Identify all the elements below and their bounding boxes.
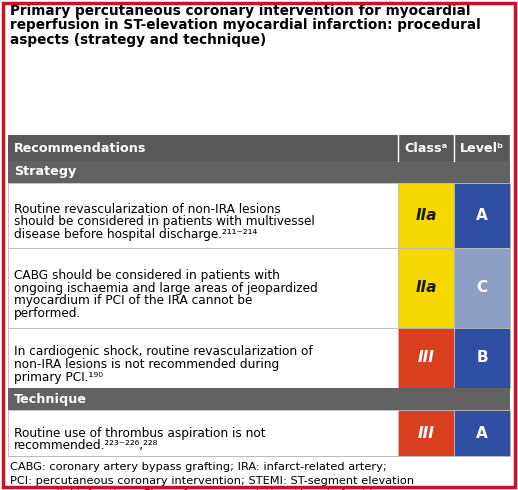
Text: Classᵃ: Classᵃ <box>405 142 448 154</box>
Bar <box>454 248 510 328</box>
Text: Technique: Technique <box>14 392 87 406</box>
Bar <box>398 328 454 388</box>
Text: C: C <box>477 280 487 295</box>
Bar <box>454 183 510 248</box>
Text: PCI: percutaneous coronary intervention; STEMI: ST-segment elevation: PCI: percutaneous coronary intervention;… <box>10 475 414 486</box>
Text: aspects (strategy and technique): aspects (strategy and technique) <box>10 33 266 47</box>
Text: A: A <box>476 425 488 441</box>
Bar <box>454 410 510 456</box>
Text: disease before hospital discharge.²¹¹⁻²¹⁴: disease before hospital discharge.²¹¹⁻²¹… <box>14 228 257 241</box>
Text: In cardiogenic shock, routine revascularization of: In cardiogenic shock, routine revascular… <box>14 345 313 359</box>
Bar <box>8 248 510 328</box>
Text: Recommendations: Recommendations <box>14 142 147 154</box>
Bar <box>8 328 510 388</box>
Text: B: B <box>476 350 488 366</box>
Text: CABG should be considered in patients with: CABG should be considered in patients wi… <box>14 269 280 282</box>
Text: Primary percutaneous coronary intervention for myocardial: Primary percutaneous coronary interventi… <box>10 4 470 18</box>
Text: Strategy: Strategy <box>14 166 76 178</box>
Bar <box>8 161 510 183</box>
Text: IIa: IIa <box>415 280 437 295</box>
Bar <box>8 183 510 248</box>
Text: III: III <box>418 425 435 441</box>
Text: performed.: performed. <box>14 307 81 320</box>
Bar <box>398 183 454 248</box>
Bar <box>398 410 454 456</box>
Bar <box>8 388 510 410</box>
Text: myocardial infarction. ᵃClass of recommendation. ᵇLevel of evidence.: myocardial infarction. ᵃClass of recomme… <box>10 489 404 490</box>
Bar <box>398 248 454 328</box>
Text: A: A <box>476 208 488 223</box>
Text: ongoing ischaemia and large areas of jeopardized: ongoing ischaemia and large areas of jeo… <box>14 282 318 295</box>
Text: non-IRA lesions is not recommended during: non-IRA lesions is not recommended durin… <box>14 358 279 371</box>
Text: III: III <box>418 350 435 366</box>
Text: Routine revascularization of non-IRA lesions: Routine revascularization of non-IRA les… <box>14 203 281 216</box>
Text: IIa: IIa <box>415 208 437 223</box>
Bar <box>454 328 510 388</box>
Text: reperfusion in ST-elevation myocardial infarction: procedural: reperfusion in ST-elevation myocardial i… <box>10 19 481 32</box>
Text: myocardium if PCI of the IRA cannot be: myocardium if PCI of the IRA cannot be <box>14 294 252 307</box>
Text: Routine use of thrombus aspiration is not: Routine use of thrombus aspiration is no… <box>14 427 266 440</box>
Text: recommended.²²³⁻²²⁶,²²⁸: recommended.²²³⁻²²⁶,²²⁸ <box>14 439 159 452</box>
Bar <box>8 410 510 456</box>
Text: Levelᵇ: Levelᵇ <box>460 142 504 154</box>
Text: should be considered in patients with multivessel: should be considered in patients with mu… <box>14 216 315 228</box>
Text: CABG: coronary artery bypass grafting; IRA: infarct-related artery;: CABG: coronary artery bypass grafting; I… <box>10 462 387 472</box>
Text: primary PCI.¹⁹⁰: primary PCI.¹⁹⁰ <box>14 370 103 384</box>
Bar <box>8 135 510 161</box>
